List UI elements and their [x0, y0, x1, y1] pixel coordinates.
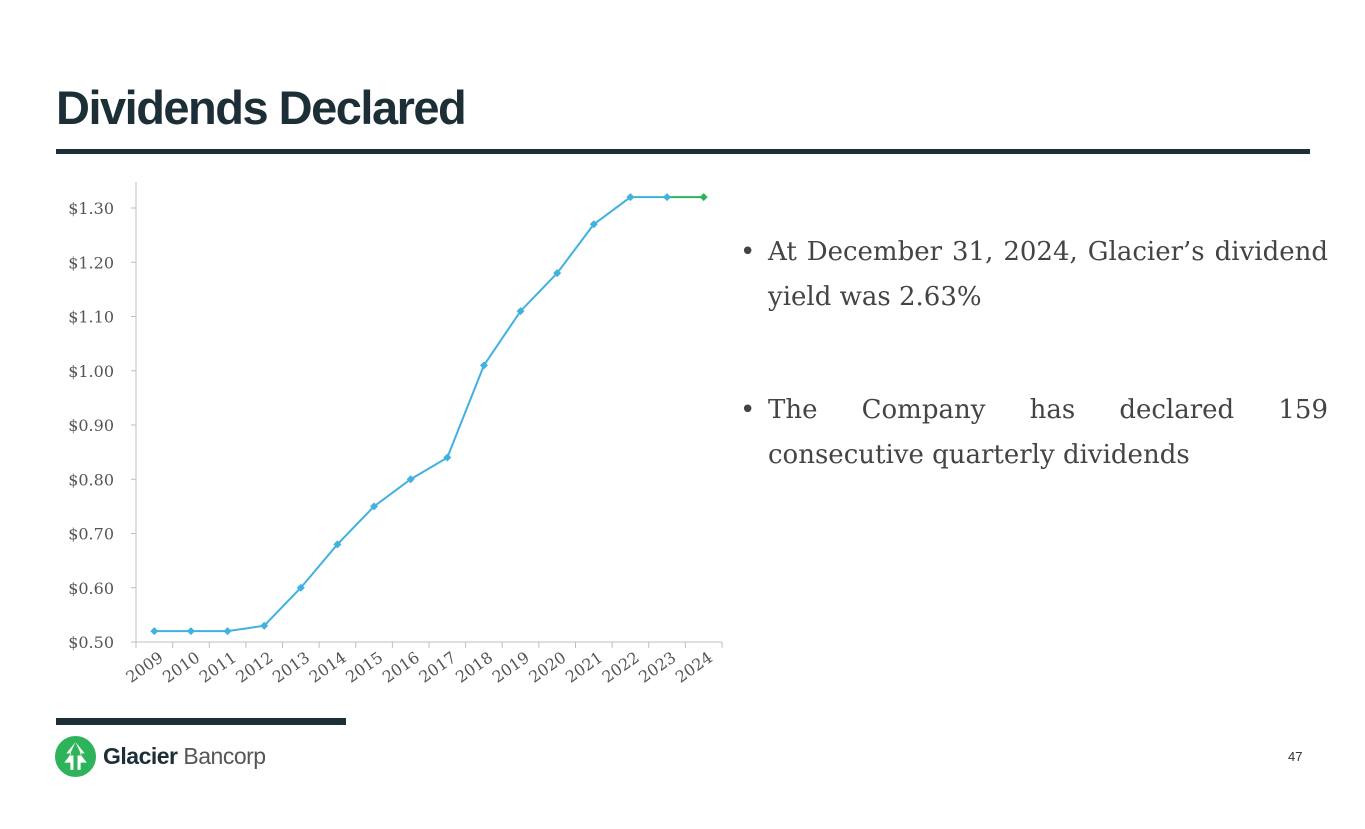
logo-name-light: Bancorp — [177, 743, 266, 769]
page-number: 47 — [1288, 749, 1303, 764]
x-tick-label: 2010 — [159, 648, 203, 687]
data-point — [443, 453, 452, 462]
bullet-text: The Company has declared 159 consecutive… — [768, 395, 1328, 470]
data-point — [150, 627, 159, 636]
data-point — [553, 269, 562, 278]
bullet-list: • At December 31, 2024, Glacier’s divide… — [740, 230, 1328, 546]
x-tick-label: 2015 — [342, 648, 386, 687]
x-tick-label: 2018 — [452, 648, 496, 687]
x-tick-label: 2016 — [379, 648, 423, 687]
x-tick-label: 2021 — [562, 648, 606, 687]
footer-divider — [56, 718, 346, 725]
y-tick-label: $0.70 — [68, 525, 114, 544]
data-point — [186, 627, 195, 636]
y-tick-label: $0.90 — [68, 416, 114, 435]
data-point — [479, 361, 488, 370]
bullet-text: At December 31, 2024, Glacier’s dividend… — [768, 237, 1328, 312]
dividends-line-chart: $0.50 $0.60 $0.70 $0.80 $0.90 $1.00 $1.10 $1.20… — [68, 182, 723, 687]
y-tick-label: $1.10 — [68, 308, 114, 327]
logo-name-bold: Glacier — [103, 743, 178, 769]
y-tick-label: $1.00 — [68, 362, 114, 381]
data-point — [333, 540, 342, 549]
data-point — [223, 627, 232, 636]
y-tick-label: $1.30 — [68, 199, 114, 218]
glacier-mountain-icon — [55, 736, 96, 777]
bullet-dividend-yield: • At December 31, 2024, Glacier’s divide… — [740, 230, 1328, 320]
slide-title: Dividends Declared — [56, 81, 467, 134]
data-point-highlight — [699, 193, 708, 202]
data-point — [370, 502, 379, 511]
bullet-consecutive-dividends: • The Company has declared 159 consecuti… — [740, 388, 1328, 478]
data-point — [626, 193, 635, 202]
data-point — [260, 621, 269, 630]
y-tick-label: $0.80 — [68, 470, 114, 489]
x-tick-label: 2017 — [415, 648, 459, 687]
x-tick-label: 2012 — [232, 648, 276, 687]
x-tick-label: 2022 — [598, 648, 642, 687]
data-point — [406, 475, 415, 484]
company-logo: Glacier Bancorp — [55, 736, 266, 777]
x-tick-label: 2024 — [672, 648, 716, 687]
title-divider — [56, 149, 1310, 154]
y-tick-label: $0.60 — [68, 579, 114, 598]
x-tick-label: 2019 — [489, 648, 533, 687]
bullet-marker: • — [740, 237, 756, 267]
y-tick-label: $1.20 — [68, 253, 114, 272]
x-tick-label: 2013 — [269, 648, 313, 687]
x-tick-label: 2023 — [635, 648, 679, 687]
data-point — [296, 583, 305, 592]
x-tick-label: 2014 — [305, 648, 349, 687]
logo-wordmark: Glacier Bancorp — [103, 743, 266, 770]
bullet-marker: • — [740, 395, 756, 425]
series-line — [154, 196, 668, 633]
x-tick-label: 2009 — [122, 648, 166, 687]
data-point — [663, 193, 672, 202]
y-tick-label: $0.50 — [68, 633, 114, 652]
x-tick-label: 2020 — [525, 648, 569, 687]
data-point — [516, 307, 525, 316]
x-tick-label: 2011 — [196, 648, 240, 687]
data-point — [589, 220, 598, 229]
